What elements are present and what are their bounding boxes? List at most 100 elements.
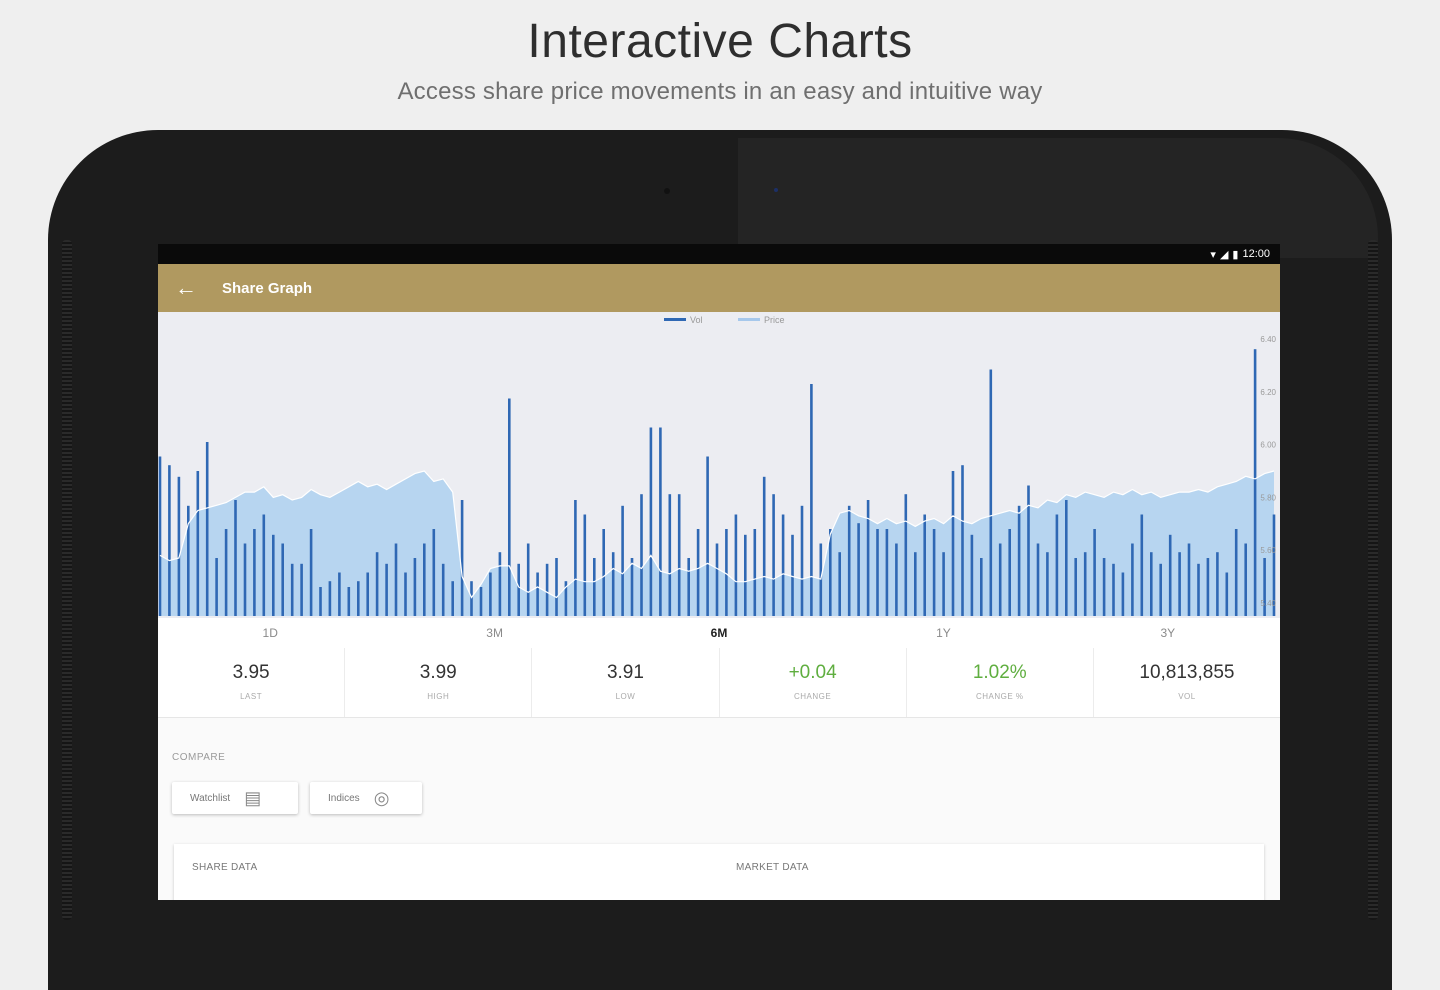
volume-bar — [196, 471, 200, 616]
volume-bar — [640, 494, 643, 616]
volume-bar — [357, 581, 360, 616]
volume-bar — [508, 398, 511, 616]
legend-label: Vol — [690, 315, 703, 325]
stat-value: 3.99 — [419, 662, 457, 683]
back-arrow-icon[interactable]: ← — [175, 275, 197, 300]
volume-bar — [177, 476, 181, 616]
volume-bar — [290, 563, 294, 616]
volume-bar — [744, 534, 747, 616]
stat-label: VOL — [1178, 692, 1196, 701]
volume-bar — [942, 552, 945, 616]
stat-label: LAST — [240, 692, 263, 701]
volume-bar — [366, 572, 369, 616]
volume-bar — [1008, 529, 1011, 616]
price-line — [159, 470, 1275, 599]
volume-bar — [762, 476, 766, 616]
volume-bar — [932, 529, 936, 616]
volume-bar — [1036, 543, 1040, 616]
volume-bar — [536, 572, 539, 616]
volume-bar — [338, 572, 341, 616]
volume-bar — [168, 465, 171, 616]
volume-bar — [621, 505, 624, 616]
signal-icon: ◢ — [1219, 248, 1229, 261]
price-axis-tick: 6.00 — [1260, 441, 1276, 450]
volume-bar — [1017, 505, 1021, 616]
stat-change-percent: 1.02% CHANGE % — [907, 648, 1094, 717]
volume-bar — [1065, 500, 1068, 616]
volume-bar — [1102, 558, 1106, 616]
share-chart-svg[interactable]: 6.40 6.20 6.00 5.80 5.60 5.40 Vol Price — [158, 312, 1280, 618]
volume-bar — [630, 558, 634, 616]
volume-bar — [1093, 529, 1096, 616]
volume-bar — [158, 456, 162, 616]
market-data-heading: MARKET DATA — [736, 862, 809, 873]
stat-value: 1.02% — [972, 662, 1027, 683]
status-time: 12:00 — [1242, 248, 1270, 260]
tab-3m[interactable]: 3M — [486, 626, 503, 640]
volume-bar — [300, 563, 303, 616]
indices-label: Indices — [328, 792, 360, 804]
stat-value: +0.04 — [788, 662, 837, 683]
volume-bar — [819, 543, 823, 616]
legend-swatch — [664, 318, 686, 321]
volume-bar — [810, 384, 813, 616]
volume-bar — [980, 558, 983, 616]
volume-bar — [1159, 563, 1162, 616]
volume-bar — [394, 543, 398, 616]
stat-last: 3.95 LAST — [158, 648, 346, 717]
stat-value: 10,813,855 — [1139, 662, 1235, 683]
volume-bar — [687, 558, 690, 616]
indices-icon: ◎ — [373, 787, 390, 808]
volume-bar — [1216, 552, 1219, 616]
volume-bar — [753, 529, 757, 616]
volume-bar — [470, 581, 473, 616]
volume-bar — [998, 543, 1002, 616]
volume-bar — [309, 529, 313, 616]
volume-bar — [649, 427, 653, 616]
volume-bar — [243, 543, 247, 616]
volume-bar — [866, 500, 870, 616]
price-area — [160, 471, 1274, 616]
battery-icon: ▮ — [1232, 248, 1239, 261]
tab-6m[interactable]: 6M — [710, 626, 728, 640]
volume-bar — [555, 558, 558, 616]
share-chart[interactable]: 6.40 6.20 6.00 5.80 5.60 5.40 Vol Price — [158, 312, 1280, 618]
volume-bar — [272, 534, 275, 616]
volume-bar — [668, 494, 672, 616]
watchlist-button[interactable]: Watchlist ▤ — [172, 782, 298, 814]
watchlist-label: Watchlist — [190, 792, 231, 804]
volume-bar — [611, 552, 615, 616]
volume-bar — [781, 514, 785, 616]
price-axis-tick: 5.80 — [1260, 493, 1276, 502]
tab-1d[interactable]: 1D — [262, 626, 278, 640]
volume-bar — [328, 581, 332, 616]
volume-bar — [564, 581, 568, 616]
indices-button[interactable]: Indices ◎ — [310, 782, 422, 814]
volume-bar — [432, 529, 436, 616]
volume-bar — [1225, 572, 1229, 616]
volume-bar — [895, 543, 898, 616]
volume-bar — [914, 552, 917, 616]
volume-bar — [696, 529, 700, 616]
tab-1y[interactable]: 1Y — [936, 626, 951, 640]
volume-bar — [224, 529, 228, 616]
status-bar: ▾ ◢ ▮ 12:00 — [158, 244, 1280, 264]
volume-bar — [187, 505, 190, 616]
volume-bar — [460, 500, 464, 616]
volume-bar — [904, 494, 908, 616]
volume-bar — [734, 514, 738, 616]
app-bar-title: Share Graph — [222, 279, 313, 297]
legend-swatch — [738, 318, 760, 321]
volume-bar — [375, 552, 379, 616]
volume-bar — [800, 505, 804, 616]
tab-3y[interactable]: 3Y — [1160, 626, 1176, 640]
volume-bar — [281, 543, 284, 616]
volume-bar — [1121, 572, 1125, 616]
stat-low: 3.91 LOW — [532, 648, 720, 717]
volume-bar — [857, 523, 860, 616]
volume-bar — [205, 442, 209, 616]
volume-bar — [347, 587, 351, 616]
volume-bar — [876, 529, 879, 616]
volume-bar — [1168, 534, 1172, 616]
volume-bar — [1046, 552, 1049, 616]
